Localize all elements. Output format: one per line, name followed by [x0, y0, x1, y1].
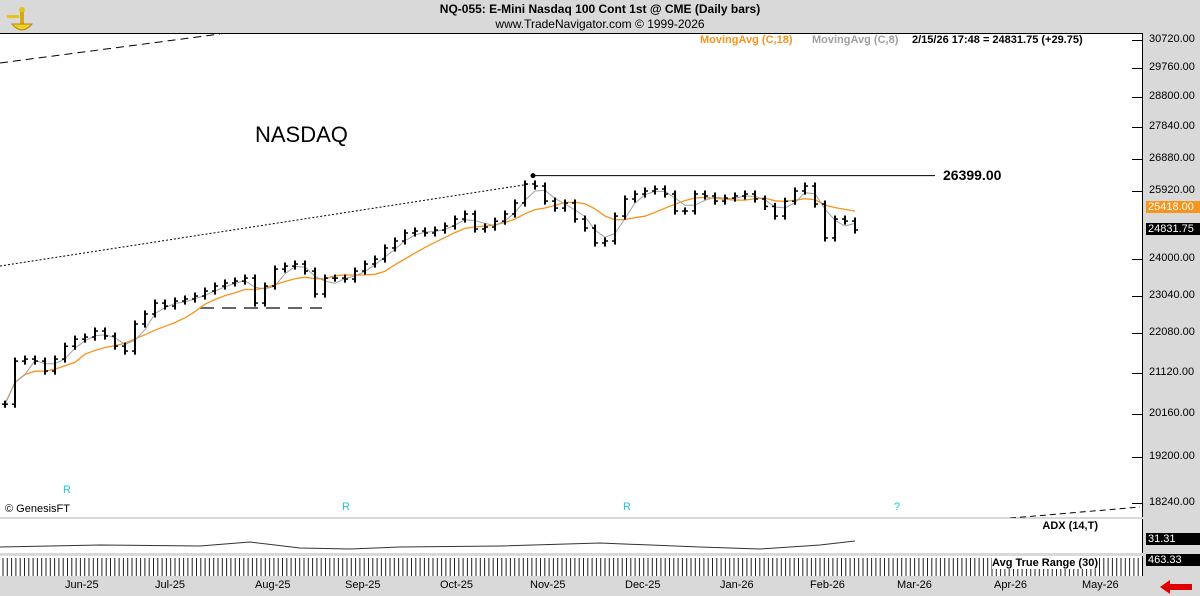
dotted-trendline: [0, 183, 531, 267]
x-tick-label: Feb-26: [810, 579, 845, 591]
legend-quote: 2/15/26 17:48 = 24831.75 (+29.75): [912, 34, 1083, 46]
y-tick-label: 23040.00: [1149, 288, 1195, 301]
x-tick-label: Mar-26: [897, 579, 932, 591]
legend-ma8: MovingAvg (C,8): [812, 34, 899, 46]
y-tick-label: 28800.00: [1149, 90, 1195, 103]
marker-glyph: R: [63, 484, 71, 496]
lower-trendline: [1005, 506, 1141, 518]
y-tick-mark: [1132, 127, 1143, 129]
ma18-price-tag: 25418.00: [1146, 201, 1200, 213]
y-tick-label: 27840.00: [1149, 120, 1195, 133]
chart-title: NQ-055: E-Mini Nasdaq 100 Cont 1st @ CME…: [439, 2, 761, 16]
y-tick-label: 25920.00: [1149, 183, 1195, 196]
x-tick-label: Jul-25: [155, 579, 185, 591]
upper-trendline: [0, 34, 221, 64]
x-tick-label: Oct-25: [440, 579, 474, 591]
x-tick-label: Nov-25: [530, 579, 566, 591]
diamond-r-icon[interactable]: R: [338, 499, 354, 515]
y-tick-mark: [1132, 97, 1143, 99]
diamond-r-icon[interactable]: R: [619, 499, 635, 515]
y-tick-label: 18240.00: [1149, 496, 1195, 508]
resistance-label: 26399.00: [943, 167, 1002, 183]
atr-label: Avg True Range (30): [992, 557, 1098, 569]
atr-panel[interactable]: Avg True Range (30): [0, 556, 1143, 576]
y-tick-label: 29760.00: [1149, 61, 1195, 74]
x-tick-label: Aug-25: [255, 579, 291, 591]
chart-subtitle: www.TradeNavigator.com © 1999-2026: [495, 17, 705, 31]
resistance-peak-dot: [530, 173, 536, 179]
y-tick-label: 22080.00: [1149, 326, 1195, 339]
y-tick-label: 21120.00: [1149, 365, 1195, 378]
price-plot[interactable]: NASDAQ 26399.00 © GenesisFT R R R ?: [0, 33, 1143, 518]
y-tick-label: 26880.00: [1149, 151, 1195, 164]
y-tick-label: 20160.00: [1149, 407, 1195, 420]
ma18-line: [4, 196, 856, 405]
scroll-left-arrow-icon[interactable]: [1160, 580, 1192, 594]
adx-line: [0, 540, 856, 550]
y-tick-mark: [1132, 259, 1143, 261]
marker-glyph: R: [623, 501, 631, 513]
y-tick-label: 19200.00: [1149, 450, 1195, 463]
y-tick-mark: [1132, 295, 1143, 297]
atr-value-tag: 463.33: [1146, 554, 1200, 566]
y-tick-mark: [1132, 158, 1143, 160]
atr-histogram: [2, 558, 1139, 576]
y-tick-label: 24000.00: [1149, 252, 1195, 265]
y-tick-mark: [1132, 503, 1143, 504]
x-tick-label: Jun-25: [65, 579, 99, 591]
legend-ma18: MovingAvg (C,18): [700, 34, 793, 46]
ma8-line: [4, 189, 856, 405]
diamond-r-icon[interactable]: R: [59, 482, 75, 498]
x-tick-label: Jan-26: [720, 579, 754, 591]
adx-label: ADX (14,T): [1042, 520, 1098, 532]
y-tick-label: 30720.00: [1149, 33, 1195, 45]
diamond-question-icon[interactable]: ?: [889, 499, 905, 515]
y-tick-mark: [1132, 190, 1143, 192]
price-chart-svg: [0, 34, 1141, 518]
y-tick-mark: [1132, 333, 1143, 335]
last-price-tag: 24831.75: [1146, 223, 1200, 235]
adx-panel[interactable]: ADX (14,T): [0, 519, 1143, 553]
x-tick-label: Dec-25: [625, 579, 661, 591]
y-tick-mark: [1132, 414, 1143, 416]
y-tick-mark: [1132, 40, 1143, 41]
y-tick-mark: [1132, 68, 1143, 70]
copyright-label: © GenesisFT: [5, 503, 70, 515]
marker-glyph: ?: [893, 501, 901, 513]
marker-glyph: R: [342, 501, 350, 513]
y-tick-mark: [1132, 372, 1143, 374]
x-tick-label: Apr-26: [994, 579, 1028, 591]
nasdaq-watermark: NASDAQ: [255, 122, 348, 147]
y-tick-mark: [1132, 457, 1143, 459]
x-tick-label: Sep-25: [345, 579, 381, 591]
x-tick-label: May-26: [1082, 579, 1119, 591]
adx-value-tag: 31.31: [1146, 533, 1200, 545]
sextant-logo-icon[interactable]: [4, 2, 38, 36]
